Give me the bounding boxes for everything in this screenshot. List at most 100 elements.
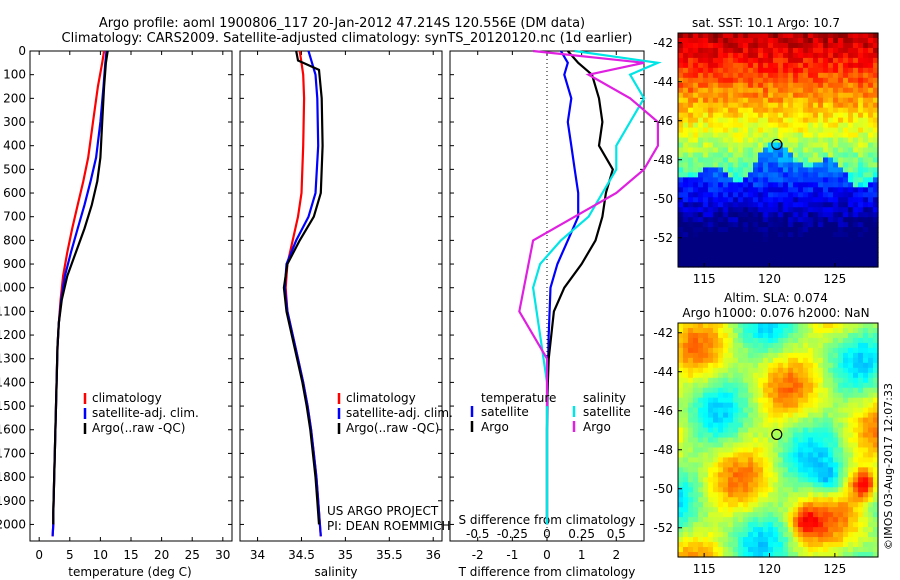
map-cell [858,547,864,553]
map-cell [788,152,794,159]
map-cell [718,457,724,464]
map-cell [803,132,809,139]
map-cell [858,362,864,369]
map-cell [763,122,769,129]
map-cell [803,467,809,473]
map-cell [713,202,719,208]
map-cell [813,377,819,384]
map-cell [693,122,699,129]
map-cell [723,117,729,124]
map-cell [838,387,844,394]
map-cell [813,422,819,429]
map-cell [713,332,719,339]
map-cell [693,477,699,483]
map-cell [788,332,794,339]
map-cell [708,367,714,374]
map-cell [873,342,879,349]
map-cell [828,437,834,444]
map-cell [778,42,784,49]
map-cell [768,212,774,218]
map-cell [818,382,824,389]
map-cell [868,147,874,154]
map-cell [713,502,719,508]
map-cell [688,327,694,334]
map-cell [863,97,869,104]
map-cell [798,37,804,44]
map-cell [798,177,804,183]
map-cell [863,367,869,374]
map-cell [753,517,759,523]
map-cell [758,332,764,339]
map-cell [853,537,859,543]
map-cell [858,187,864,193]
map-cell [808,407,814,414]
map-cell [768,412,774,419]
map-cell [868,107,874,114]
map-cell [703,92,709,99]
map-cell [783,402,789,409]
map-cell [848,387,854,394]
map-cell [703,512,709,518]
map-cell [788,182,794,188]
map-cell [853,437,859,444]
map-cell [863,452,869,459]
map-cell [758,102,764,109]
map-cell [743,347,749,354]
map-cell [803,197,809,203]
map-cell [703,172,709,178]
map-cell [858,367,864,374]
map-cell [678,512,684,518]
map-cell [758,327,764,334]
map-cell [793,417,799,424]
map-cell [828,392,834,399]
map-cell [738,357,744,364]
map-cell [788,92,794,99]
map-cell [688,247,694,253]
map-cell [788,372,794,379]
map-cell [848,97,854,104]
map-cell [693,62,699,69]
map-cell [713,342,719,349]
map-cell [828,502,834,508]
map-cell [803,442,809,449]
map-cell [698,542,704,548]
map-cell [768,402,774,409]
map-cell [778,62,784,69]
legend-title-temperature: temperature [481,391,556,405]
map-cell [808,162,814,169]
map-cell [703,132,709,139]
map-cell [843,122,849,129]
map-cell [843,337,849,344]
map-cell [808,67,814,74]
map-cell [773,497,779,503]
map-cell [788,342,794,349]
map-cell [778,117,784,124]
map-cell [788,157,794,164]
map-cell [758,377,764,384]
map-cell [688,452,694,459]
map-cell [743,137,749,144]
map-cell [813,507,819,513]
map-cell [838,427,844,434]
map-cell [833,522,839,528]
map-cell [758,67,764,74]
map-cell [773,323,779,329]
map-cell [733,402,739,409]
map-cell [838,67,844,74]
map-cell [773,97,779,104]
map-cell [858,157,864,164]
map-cell [748,97,754,104]
map-cell [778,502,784,508]
map-cell [733,407,739,414]
map-cell [708,117,714,124]
map-cell [748,392,754,399]
map-cell [808,323,814,329]
map-cell [793,127,799,134]
map-cell [718,137,724,144]
map-cell [783,252,789,258]
map-cell [703,37,709,44]
map-cell [758,262,764,268]
map-cell [823,247,829,253]
map-cell [863,522,869,528]
map-cell [833,452,839,459]
